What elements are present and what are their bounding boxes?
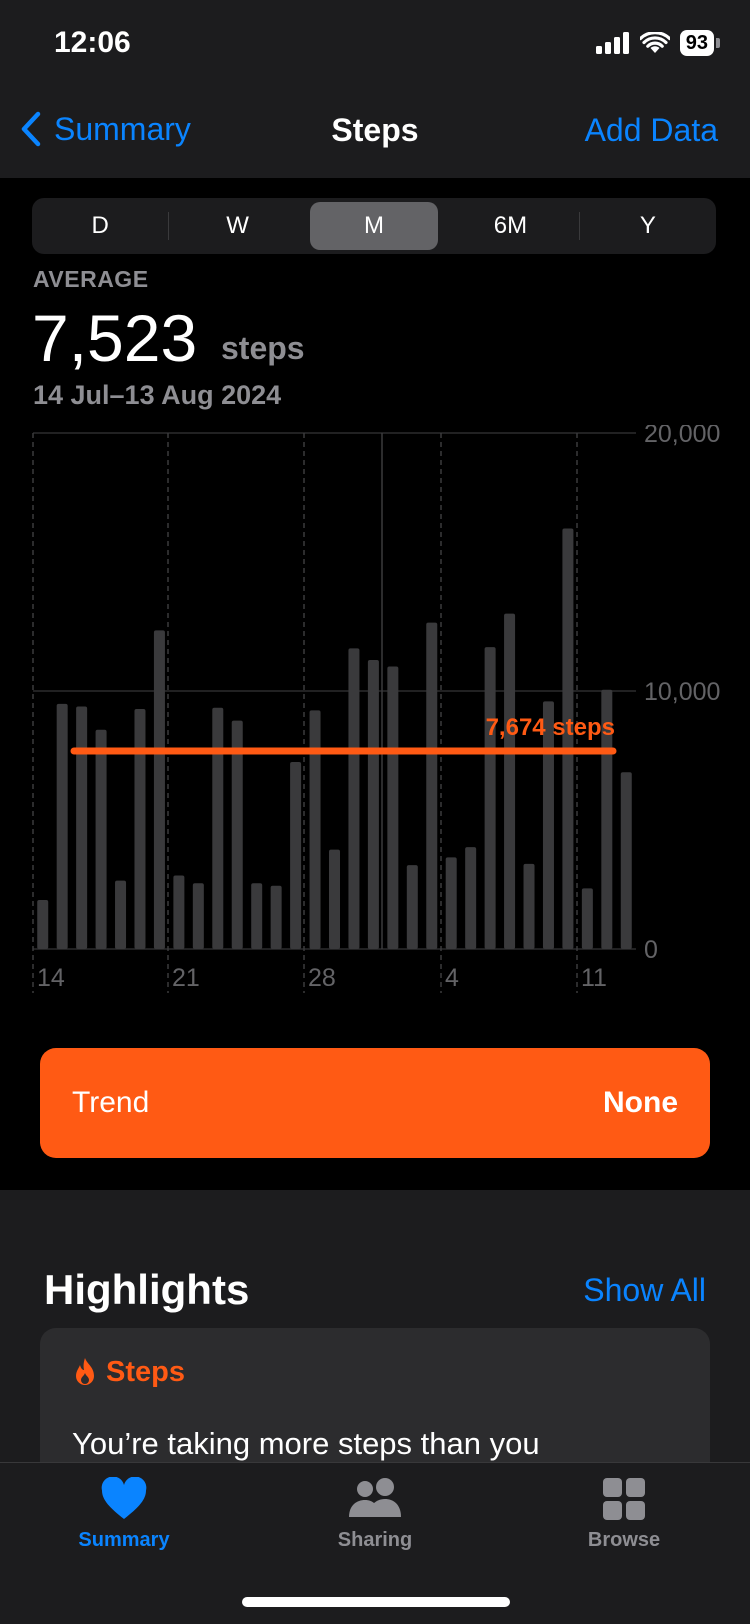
chart-bar	[134, 709, 146, 949]
back-label: Summary	[54, 110, 191, 147]
signal-icon	[595, 32, 629, 54]
chart-bar	[115, 880, 127, 949]
chevron-left-icon	[21, 111, 41, 147]
x-tick-label: 4	[445, 964, 459, 992]
chart-bar	[192, 883, 204, 949]
tab-sharing[interactable]: Sharing	[300, 1477, 450, 1552]
average-label: AVERAGE	[33, 266, 149, 292]
chart-bar	[484, 647, 496, 949]
chart-bar	[290, 761, 302, 949]
x-tick-label: 21	[172, 964, 200, 992]
chart-bar	[387, 666, 399, 949]
chart-bar	[56, 703, 68, 949]
chart-bar	[153, 630, 165, 949]
trend-label: Trend	[72, 1086, 150, 1119]
chart-bar	[95, 729, 107, 949]
chart-bar	[581, 888, 593, 949]
tab-browse-label: Browse	[587, 1529, 661, 1551]
time-range-segmented-control: D W M 6M Y	[32, 198, 716, 254]
chart-bar	[465, 847, 477, 949]
chart-bar	[601, 689, 613, 949]
chart-bar	[173, 875, 185, 949]
chart-bar	[406, 865, 418, 949]
average-value: 7,523	[32, 301, 198, 375]
top-bar	[0, 0, 750, 178]
chart-bar	[542, 701, 554, 949]
segment-week[interactable]: W	[226, 212, 249, 239]
x-tick-label: 14	[37, 964, 65, 992]
tab-browse[interactable]: Browse	[549, 1477, 699, 1552]
chart-bar	[523, 863, 535, 949]
battery-icon: 93	[679, 30, 720, 56]
status-time: 12:06	[54, 26, 131, 59]
chart-bar	[426, 622, 438, 949]
y-tick-label: 0	[644, 936, 658, 964]
add-data-button[interactable]: Add Data	[584, 112, 718, 148]
chart-bar	[562, 528, 574, 949]
segment-month[interactable]: M	[309, 202, 439, 250]
trend-value: None	[603, 1086, 678, 1119]
trend-row[interactable]: Trend None	[40, 1048, 710, 1158]
home-indicator	[242, 1597, 510, 1607]
status-icons: 93	[595, 30, 720, 56]
show-all-button[interactable]: Show All	[583, 1272, 706, 1308]
chart-bar	[37, 899, 49, 949]
chart-bar	[251, 883, 263, 949]
reference-line-label: 7,674 steps	[486, 714, 615, 741]
date-range: 14 Jul–13 Aug 2024	[33, 380, 282, 410]
highlights-title: Highlights	[44, 1266, 250, 1313]
chart-bar	[231, 720, 243, 949]
chart-bar	[348, 648, 360, 949]
chart-bar	[270, 885, 282, 949]
highlight-text: You’re taking more steps than you	[72, 1426, 540, 1461]
chart-bar	[309, 710, 321, 949]
tab-summary[interactable]: Summary	[49, 1477, 199, 1552]
segment-year[interactable]: Y	[639, 212, 656, 239]
average-unit: steps	[221, 330, 305, 366]
heart-icon	[101, 1477, 147, 1519]
people-icon	[349, 1478, 401, 1517]
y-tick-label: 20,000	[644, 425, 720, 448]
x-tick-label: 28	[308, 964, 336, 992]
back-button[interactable]: Summary	[18, 110, 191, 148]
y-tick-label: 10,000	[644, 678, 720, 706]
chart-bar	[212, 707, 224, 949]
page-title: Steps	[331, 112, 419, 148]
chart-bar	[445, 857, 457, 949]
chart-bar	[76, 706, 88, 949]
flame-icon	[76, 1357, 94, 1385]
wifi-icon	[639, 32, 670, 53]
battery-level: 93	[679, 30, 714, 56]
chart-bar	[367, 660, 379, 949]
chart-bar	[620, 772, 632, 949]
highlight-category: Steps	[106, 1356, 185, 1388]
chart-bar	[504, 613, 516, 949]
grid-icon	[603, 1478, 645, 1520]
segment-day[interactable]: D	[91, 212, 109, 239]
tab-sharing-label: Sharing	[337, 1529, 413, 1551]
highlight-card-header: Steps	[72, 1356, 185, 1389]
steps-bar-chart[interactable]: 20,000 10,000 0 14 21 28 4 11 7,674 steps	[0, 425, 750, 995]
x-tick-label: 11	[581, 964, 607, 992]
tab-summary-label: Summary	[78, 1529, 170, 1551]
segment-6-month[interactable]: 6M	[493, 212, 528, 239]
chart-bar	[329, 849, 340, 949]
